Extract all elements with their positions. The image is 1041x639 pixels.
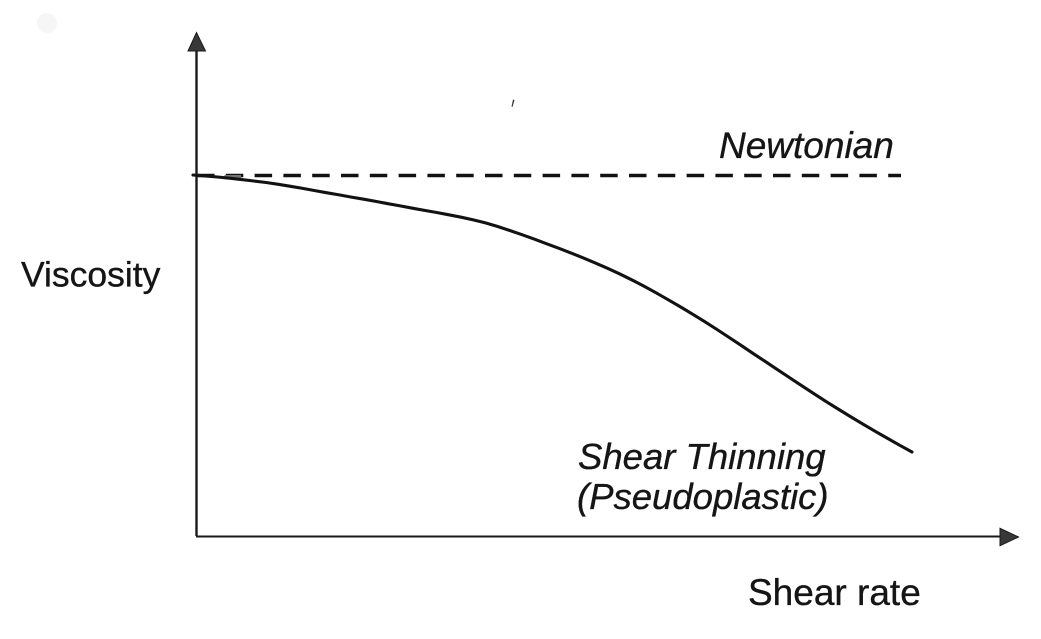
svg-text:Newtonian: Newtonian bbox=[719, 125, 894, 166]
svg-text:(Pseudoplastic): (Pseudoplastic) bbox=[577, 476, 829, 517]
svg-text:Viscosity: Viscosity bbox=[21, 255, 161, 295]
svg-text:Shear Thinning: Shear Thinning bbox=[578, 436, 826, 477]
svg-text:Shear rate: Shear rate bbox=[748, 572, 921, 613]
